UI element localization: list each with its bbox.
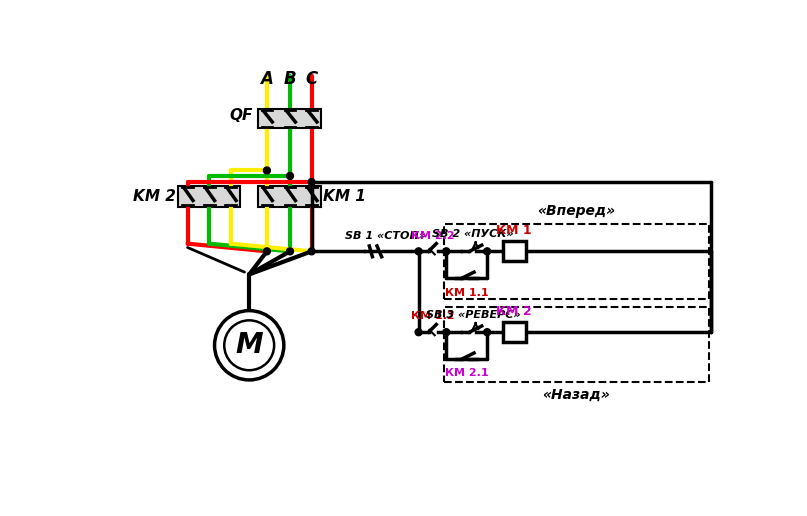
Circle shape — [415, 329, 422, 335]
Circle shape — [483, 329, 491, 335]
Circle shape — [286, 172, 294, 180]
Text: КМ 2: КМ 2 — [496, 305, 532, 318]
Text: «Вперед»: «Вперед» — [537, 204, 616, 218]
Text: «Назад»: «Назад» — [542, 388, 610, 401]
Text: SB 2 «ПУСК»: SB 2 «ПУСК» — [433, 229, 514, 239]
Circle shape — [308, 179, 315, 186]
Text: SB 1 «СТОП»: SB 1 «СТОП» — [345, 231, 426, 241]
Circle shape — [443, 248, 449, 255]
Text: B: B — [284, 70, 296, 88]
Circle shape — [415, 248, 422, 255]
Text: КМ 1.2: КМ 1.2 — [412, 312, 455, 321]
Text: SB 3 «РЕВЕРС»: SB 3 «РЕВЕРС» — [426, 310, 521, 320]
Text: КМ 2.2: КМ 2.2 — [412, 231, 455, 240]
Circle shape — [263, 167, 270, 174]
Circle shape — [286, 248, 294, 255]
Bar — [257, 186, 321, 207]
Text: КМ 1: КМ 1 — [496, 224, 532, 237]
Text: A: A — [261, 70, 274, 88]
Circle shape — [308, 248, 315, 255]
Circle shape — [263, 248, 270, 255]
Text: КМ 1.1: КМ 1.1 — [445, 287, 488, 298]
Bar — [257, 109, 321, 128]
Bar — [503, 241, 525, 261]
Text: KM 1: KM 1 — [323, 189, 366, 204]
Circle shape — [483, 248, 491, 255]
Text: KM 2: KM 2 — [133, 189, 176, 204]
Circle shape — [443, 329, 449, 335]
Text: QF: QF — [230, 107, 253, 123]
Circle shape — [224, 320, 274, 370]
Circle shape — [215, 311, 284, 380]
Bar — [503, 322, 525, 342]
Bar — [178, 186, 240, 207]
Text: КМ 2.1: КМ 2.1 — [445, 368, 488, 378]
Text: C: C — [305, 70, 318, 88]
Text: M: M — [236, 331, 263, 359]
